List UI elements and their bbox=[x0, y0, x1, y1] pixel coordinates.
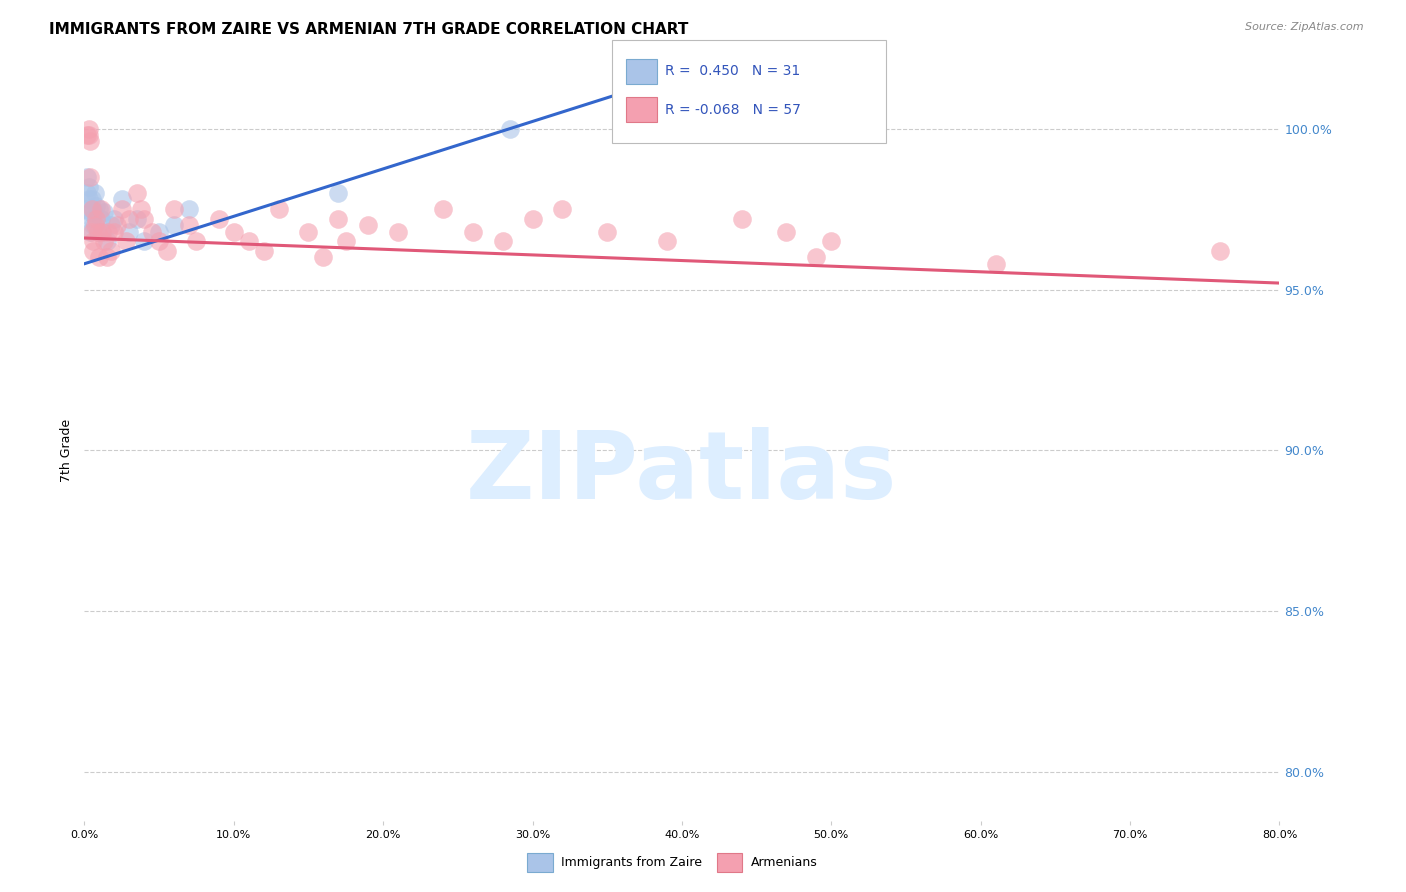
Point bbox=[1209, 244, 1232, 258]
Text: Immigrants from Zaire: Immigrants from Zaire bbox=[561, 856, 702, 869]
Point bbox=[89, 202, 111, 216]
Point bbox=[86, 199, 108, 213]
Point bbox=[125, 186, 148, 200]
Point bbox=[238, 234, 260, 248]
Point bbox=[103, 225, 125, 239]
Point bbox=[82, 244, 104, 258]
Point bbox=[90, 211, 112, 226]
Point bbox=[551, 202, 574, 216]
Point bbox=[77, 128, 100, 142]
Point bbox=[492, 234, 515, 248]
Point bbox=[163, 202, 186, 216]
Point bbox=[125, 211, 148, 226]
Point bbox=[148, 225, 170, 239]
Point bbox=[90, 202, 112, 216]
Point bbox=[984, 257, 1007, 271]
Point bbox=[461, 225, 484, 239]
Point bbox=[806, 250, 828, 264]
Point bbox=[177, 202, 200, 216]
Point bbox=[118, 211, 141, 226]
Point bbox=[118, 225, 141, 239]
Point bbox=[155, 244, 177, 258]
Text: ZIPatlas: ZIPatlas bbox=[467, 426, 897, 518]
Point bbox=[100, 218, 122, 232]
Point bbox=[89, 250, 111, 264]
Point bbox=[163, 218, 186, 232]
Point bbox=[111, 193, 134, 207]
Point bbox=[91, 225, 114, 239]
Point bbox=[522, 211, 544, 226]
Y-axis label: 7th Grade: 7th Grade bbox=[60, 419, 73, 482]
Text: IMMIGRANTS FROM ZAIRE VS ARMENIAN 7TH GRADE CORRELATION CHART: IMMIGRANTS FROM ZAIRE VS ARMENIAN 7TH GR… bbox=[49, 22, 689, 37]
Point bbox=[76, 186, 98, 200]
Point bbox=[820, 234, 842, 248]
Point bbox=[79, 135, 101, 149]
Point bbox=[96, 250, 118, 264]
Point bbox=[82, 202, 104, 216]
Point bbox=[775, 225, 797, 239]
Point bbox=[79, 225, 101, 239]
Point bbox=[77, 121, 100, 136]
Point bbox=[432, 202, 454, 216]
Point bbox=[132, 211, 156, 226]
Point bbox=[186, 234, 208, 248]
Point bbox=[93, 205, 115, 219]
Point bbox=[655, 234, 678, 248]
Point bbox=[115, 234, 138, 248]
Point bbox=[105, 218, 128, 232]
Point bbox=[82, 218, 104, 232]
Point bbox=[499, 121, 522, 136]
Point bbox=[222, 225, 245, 239]
Point bbox=[83, 218, 105, 232]
Point bbox=[387, 225, 409, 239]
Point bbox=[96, 234, 118, 248]
Point bbox=[177, 218, 200, 232]
Point bbox=[148, 234, 170, 248]
Point bbox=[335, 234, 357, 248]
Point bbox=[86, 211, 108, 226]
Text: Armenians: Armenians bbox=[751, 856, 817, 869]
Point bbox=[79, 205, 101, 219]
Point bbox=[357, 218, 380, 232]
Point bbox=[97, 225, 120, 239]
Point bbox=[79, 169, 101, 184]
Point bbox=[208, 211, 231, 226]
Point bbox=[76, 169, 98, 184]
Point bbox=[297, 225, 319, 239]
Point bbox=[93, 234, 115, 248]
Point bbox=[111, 202, 134, 216]
Point bbox=[86, 211, 108, 226]
Text: Source: ZipAtlas.com: Source: ZipAtlas.com bbox=[1246, 22, 1364, 32]
Point bbox=[312, 250, 335, 264]
Point bbox=[80, 202, 103, 216]
Point bbox=[141, 225, 163, 239]
Point bbox=[75, 202, 97, 216]
Point bbox=[596, 225, 619, 239]
Point bbox=[103, 211, 125, 226]
Point bbox=[731, 211, 754, 226]
Point bbox=[77, 179, 100, 194]
Point bbox=[328, 186, 350, 200]
Point bbox=[328, 211, 350, 226]
Text: R =  0.450   N = 31: R = 0.450 N = 31 bbox=[665, 64, 800, 78]
Point bbox=[80, 225, 103, 239]
Point bbox=[267, 202, 290, 216]
Point bbox=[82, 234, 104, 248]
Point bbox=[100, 244, 122, 258]
Point bbox=[80, 211, 103, 226]
Point bbox=[132, 234, 156, 248]
Point bbox=[87, 225, 110, 239]
Point bbox=[77, 193, 100, 207]
Point bbox=[83, 186, 105, 200]
Point bbox=[91, 225, 114, 239]
Point bbox=[80, 193, 103, 207]
Point bbox=[253, 244, 276, 258]
Point bbox=[129, 202, 152, 216]
Text: R = -0.068   N = 57: R = -0.068 N = 57 bbox=[665, 103, 801, 117]
Point bbox=[76, 128, 98, 142]
Point bbox=[87, 225, 110, 239]
